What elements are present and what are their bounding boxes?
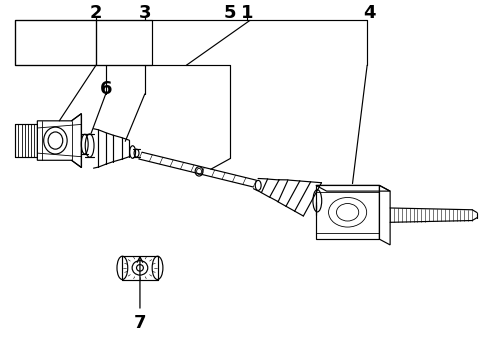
Text: 3: 3 xyxy=(139,4,151,22)
Text: 7: 7 xyxy=(134,314,146,332)
Text: 2: 2 xyxy=(90,4,102,22)
Text: 6: 6 xyxy=(99,80,112,98)
Text: 4: 4 xyxy=(364,4,376,22)
Text: 1: 1 xyxy=(241,4,254,22)
Text: 5: 5 xyxy=(224,4,237,22)
